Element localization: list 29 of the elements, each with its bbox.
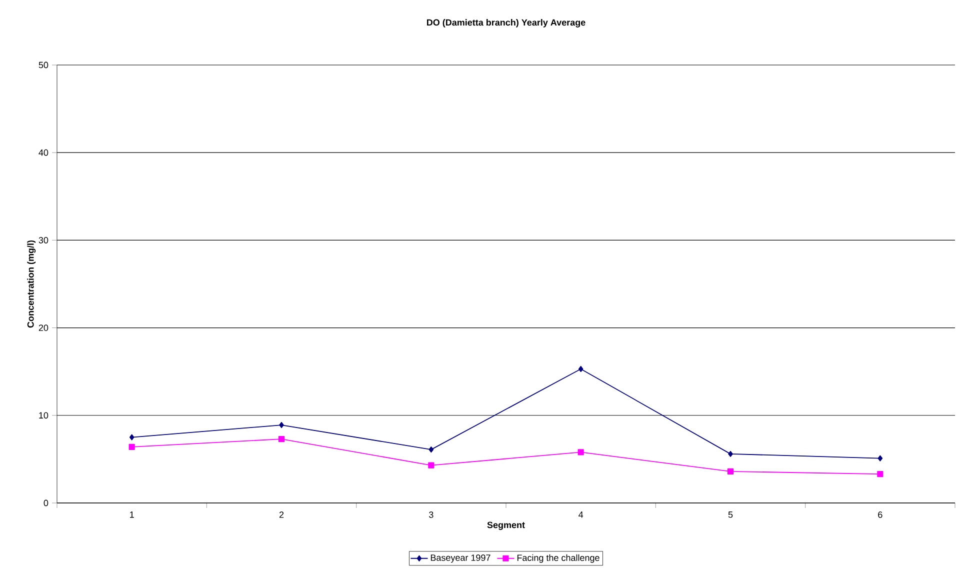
x-tick-label: 5 [728, 512, 733, 518]
point [877, 471, 884, 478]
y-tick-label: 50 [38, 62, 48, 68]
legend-label: Baseyear 1997 [430, 554, 490, 563]
point [428, 462, 434, 468]
x-tick-label: 1 [130, 512, 134, 518]
x-tick-label: 3 [429, 512, 434, 518]
point [278, 436, 285, 442]
point [728, 450, 733, 457]
point [128, 444, 135, 450]
point [578, 449, 584, 456]
x-tick-label: 4 [578, 512, 584, 518]
y-tick-label: 20 [38, 324, 48, 331]
point [727, 468, 734, 474]
point [578, 366, 584, 372]
y-tick-label: 40 [38, 149, 48, 156]
point [279, 422, 284, 428]
point [428, 446, 434, 453]
chart-title: DO (Damietta branch) Yearly Average [426, 19, 586, 28]
y-tick-label: 10 [39, 412, 48, 419]
point [878, 455, 883, 462]
point [129, 434, 134, 440]
x-axis-title: Segment [487, 522, 525, 530]
x-tick-label: 2 [279, 512, 284, 518]
y-tick-label: 0 [44, 500, 48, 506]
y-tick-label: 30 [38, 237, 48, 244]
x-tick-label: 6 [878, 512, 882, 518]
y-axis-title: Concentration (mg/l) [27, 240, 36, 328]
legend-label: Facing the challenge [517, 554, 600, 563]
